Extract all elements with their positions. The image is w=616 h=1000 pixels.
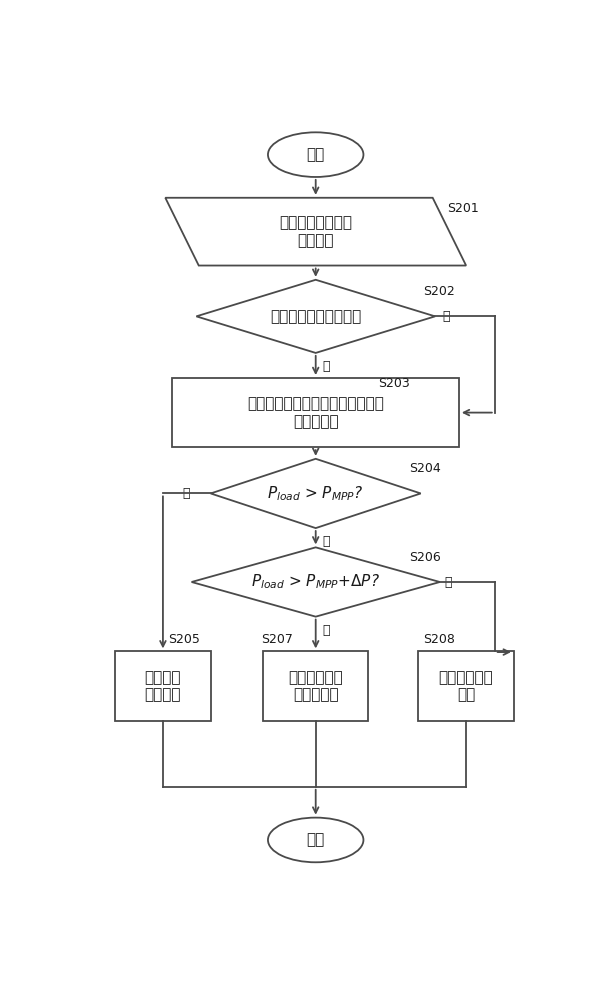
Ellipse shape xyxy=(268,132,363,177)
Polygon shape xyxy=(192,547,440,617)
Text: $P_{load}$ > $P_{MPP}$+$\Delta P$?: $P_{load}$ > $P_{MPP}$+$\Delta P$? xyxy=(251,573,380,591)
Text: S204: S204 xyxy=(409,462,440,475)
Text: S206: S206 xyxy=(409,551,440,564)
Text: 有功功率调节
模式: 有功功率调节 模式 xyxy=(439,670,493,702)
Text: 是: 是 xyxy=(323,360,330,373)
Text: $P_{load}$ > $P_{MPP}$?: $P_{load}$ > $P_{MPP}$? xyxy=(267,484,364,503)
Text: 结束: 结束 xyxy=(307,832,325,847)
Text: 否: 否 xyxy=(442,310,450,323)
Text: S201: S201 xyxy=(447,202,479,215)
Text: 否: 否 xyxy=(182,487,190,500)
Text: 太阳辐照度是否改变？: 太阳辐照度是否改变？ xyxy=(270,309,362,324)
Text: S208: S208 xyxy=(423,633,455,646)
Polygon shape xyxy=(165,198,466,266)
Ellipse shape xyxy=(268,818,363,862)
Text: S207: S207 xyxy=(261,633,293,646)
Text: 是: 是 xyxy=(323,535,330,548)
Text: 频率调节
运行模式: 频率调节 运行模式 xyxy=(145,670,181,702)
Text: 太阳辐照度测量及
负荷预测: 太阳辐照度测量及 负荷预测 xyxy=(279,215,352,248)
Bar xyxy=(263,651,368,721)
Bar xyxy=(115,651,211,721)
Text: 开始: 开始 xyxy=(307,147,325,162)
Polygon shape xyxy=(197,280,435,353)
Text: 是: 是 xyxy=(323,624,330,637)
Bar xyxy=(418,651,514,721)
Bar xyxy=(172,378,459,447)
Text: S202: S202 xyxy=(423,285,455,298)
Text: 利用导纳增量法获取光伏发电系统
最大功率点: 利用导纳增量法获取光伏发电系统 最大功率点 xyxy=(247,396,384,429)
Polygon shape xyxy=(211,459,421,528)
Text: 最大功率点跟
踪运行模式: 最大功率点跟 踪运行模式 xyxy=(288,670,343,702)
Text: S205: S205 xyxy=(168,633,200,646)
Text: S203: S203 xyxy=(378,377,410,390)
Text: 否: 否 xyxy=(445,576,452,588)
